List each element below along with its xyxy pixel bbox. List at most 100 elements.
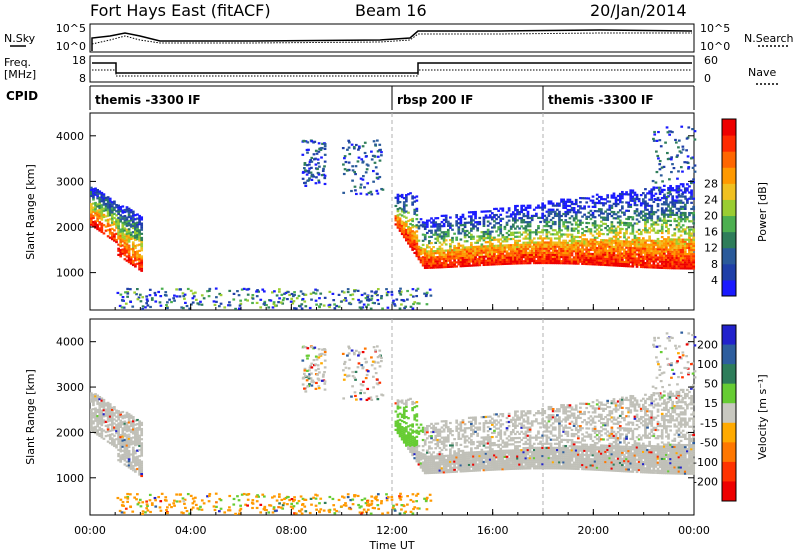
velocity-cell: [121, 439, 125, 442]
power-cell: [608, 200, 612, 203]
power-cell: [474, 245, 477, 249]
power-cell: [683, 248, 687, 252]
power-cell: [524, 231, 528, 234]
velocity-cell: [90, 392, 93, 395]
power-cell: [583, 205, 586, 208]
power-cell: [543, 251, 547, 254]
power-cell: [488, 253, 492, 256]
power-cell: [421, 258, 425, 261]
power-cell: [465, 260, 469, 263]
power-cell: [688, 250, 691, 254]
power-cell: [438, 245, 442, 248]
power-cell: [589, 209, 593, 212]
power-cell: [658, 190, 662, 193]
power-cell: [493, 238, 496, 241]
power-cell: [474, 217, 477, 220]
power-cell: [623, 262, 626, 266]
power-cell: [391, 301, 395, 304]
power-cell: [652, 211, 656, 214]
power-cell: [585, 197, 589, 200]
power-cell: [138, 231, 141, 234]
power-cell: [476, 239, 480, 242]
power-cell: [658, 250, 662, 253]
power-cell: [673, 263, 677, 266]
power-cell: [478, 237, 482, 240]
power-cell: [108, 203, 112, 206]
power-cell: [681, 257, 685, 260]
power-cell: [102, 201, 106, 204]
power-cell: [683, 265, 687, 268]
velocity-cell: [446, 468, 450, 472]
power-cell: [98, 192, 102, 195]
velocity-cell: [442, 454, 446, 458]
velocity-cell: [127, 466, 131, 469]
velocity-cell: [465, 469, 469, 473]
velocity-cell: [453, 458, 456, 461]
power-cell: [681, 259, 685, 262]
power-cell: [528, 241, 532, 244]
power-cell: [428, 235, 431, 239]
power-cell: [576, 250, 580, 253]
power-cell: [493, 253, 496, 256]
power-cell: [639, 245, 643, 248]
power-cell: [602, 245, 605, 248]
power-cell: [679, 220, 683, 223]
power-cell: [535, 231, 538, 234]
power-cell: [530, 249, 534, 252]
power-cell: [660, 240, 664, 243]
power-cell: [442, 253, 446, 256]
power-cell: [606, 214, 610, 217]
power-cell: [635, 195, 639, 199]
power-cell: [677, 250, 681, 254]
power-cell: [474, 262, 477, 265]
power-cell: [123, 215, 127, 218]
power-cell: [374, 166, 378, 169]
power-cell: [434, 217, 438, 220]
power-cell: [522, 231, 526, 234]
power-cell: [290, 292, 294, 296]
velocity-cell: [419, 462, 423, 465]
power-cell: [434, 221, 438, 224]
power-cell: [570, 258, 574, 261]
power-cell: [409, 218, 412, 222]
power-cell: [436, 235, 440, 238]
power-cell: [650, 194, 654, 197]
power-cell: [461, 246, 465, 249]
power-cell: [472, 256, 475, 259]
power-cell: [629, 189, 633, 192]
power-cell: [683, 211, 687, 215]
power-cell: [444, 253, 448, 256]
power-cell: [125, 224, 129, 227]
power-cell: [600, 251, 603, 254]
power-cell: [430, 250, 433, 253]
power-cell: [457, 261, 461, 264]
power-cell: [501, 258, 505, 261]
power-cell: [524, 243, 528, 246]
power-cell: [600, 255, 603, 258]
power-cell: [549, 239, 553, 242]
power-cell: [667, 203, 670, 206]
power-cell: [207, 289, 211, 292]
power-cell: [150, 297, 154, 300]
velocity-cell: [428, 463, 431, 466]
power-cell: [425, 260, 429, 263]
power-cell: [317, 150, 321, 153]
power-cell: [411, 217, 414, 221]
power-cell: [92, 208, 95, 211]
power-cell: [465, 221, 469, 224]
power-cell: [541, 231, 545, 234]
power-cell: [440, 266, 444, 269]
power-cell: [117, 223, 120, 226]
velocity-cell: [459, 464, 463, 467]
power-cell: [547, 210, 551, 213]
power-cell: [635, 243, 639, 246]
velocity-cell: [470, 443, 473, 446]
power-cell: [549, 202, 553, 205]
power-cell: [583, 240, 586, 243]
velocity-cell: [127, 458, 131, 461]
power-cell: [688, 232, 691, 235]
power-cell: [560, 198, 563, 201]
power-cell: [419, 259, 423, 262]
velocity-cell: [108, 433, 112, 437]
noise-tick-left-low: 10^0: [56, 40, 86, 53]
